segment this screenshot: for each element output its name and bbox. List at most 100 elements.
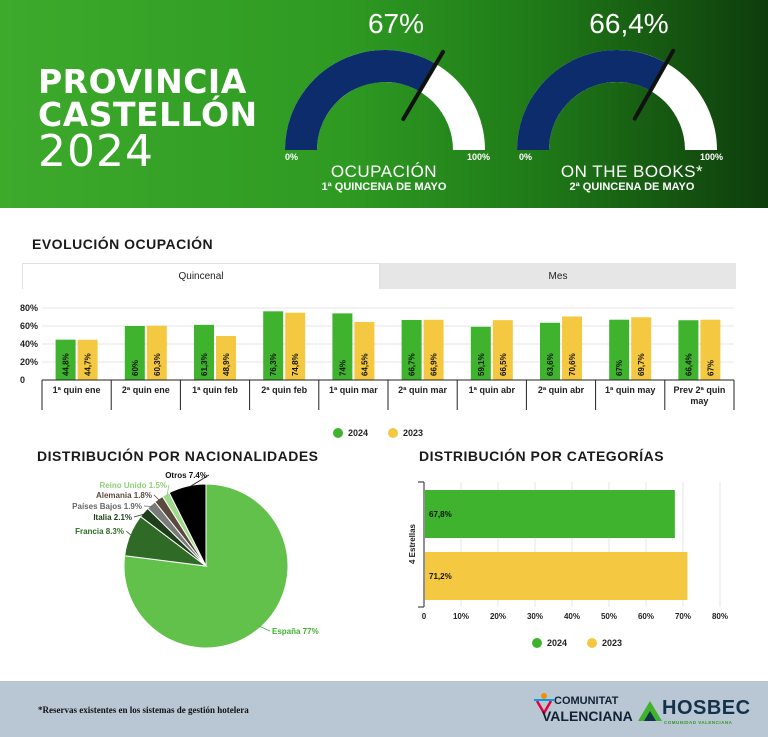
gauge2-subtitle: 2ª QUINCENA DE MAYO — [569, 181, 695, 193]
pie-leader-line — [153, 494, 161, 501]
pie-label: Países Bajos 1.9% — [72, 502, 142, 511]
hbar-label-2024: 67,8% — [429, 510, 452, 519]
x-tick-label: 40% — [564, 612, 580, 621]
gauge2-title: ON THE BOOKS* — [560, 162, 704, 181]
legend-2024-label: 2024 — [348, 428, 369, 438]
header-banner: PROVINCIA CASTELLÓN 2024 67% 0% 100% OCU… — [0, 0, 768, 208]
bar-2023 — [700, 319, 721, 380]
pie-leader-line — [166, 484, 170, 497]
cat-legend-2024-label: 2024 — [547, 638, 568, 648]
footer: *Reservas existentes en los sistemas de … — [0, 681, 768, 737]
gauge1-fill — [285, 50, 436, 150]
x-tick-label: 80% — [712, 612, 728, 621]
pie-label: Italia 2.1% — [93, 513, 132, 522]
pie-leader-line — [133, 513, 146, 518]
x-tick-label: 1ª quin may — [605, 385, 655, 395]
x-tick-label: 1ª quin feb — [192, 385, 238, 395]
gauge1-dial — [285, 49, 485, 150]
bar-label-2024: 66,4% — [684, 353, 693, 376]
gauge1-title: OCUPACIÓN — [330, 162, 438, 181]
gauge2-dial — [517, 48, 717, 151]
x-tick-label: 70% — [675, 612, 691, 621]
cv-logo-line2: VALENCIANA — [542, 708, 633, 724]
bar-2024 — [540, 322, 560, 380]
bar-2023 — [423, 319, 444, 380]
hbar-2024 — [425, 490, 675, 538]
bar-2024 — [332, 313, 353, 380]
bar-2024 — [678, 320, 699, 380]
bar-label-2023: 70,6% — [568, 353, 577, 376]
bar-label-2023: 60,3% — [153, 353, 162, 376]
bar-label-2023: 66,9% — [430, 353, 439, 376]
bar-label-2024: 59,1% — [477, 353, 486, 376]
bar-2024 — [609, 319, 630, 380]
bar-label-2024: 74% — [338, 360, 347, 376]
title-line1: PROVINCIA — [38, 62, 247, 101]
pie-label: Reino Unido 1.5% — [99, 481, 167, 490]
bar-label-2024: 66,7% — [408, 353, 417, 376]
bar-2023 — [354, 321, 375, 380]
gauge2-needle — [632, 48, 676, 121]
bar-label-2023: 69,7% — [637, 353, 646, 376]
pie-label: Alemania 1.8% — [96, 491, 152, 500]
evolucion-title: EVOLUCIÓN OCUPACIÓN — [32, 236, 214, 252]
x-tick-label: 10% — [453, 612, 469, 621]
gauge1-max: 100% — [467, 152, 491, 162]
bar-label-2024: 61,3% — [200, 353, 209, 376]
tab-mes[interactable]: Mes — [380, 263, 736, 289]
x-tick-label: 1ª quin ene — [53, 385, 101, 395]
bar-2024 — [401, 319, 422, 380]
y-tick-label: 80% — [20, 303, 38, 313]
hbar-2023 — [425, 552, 688, 600]
x-tick-label: 30% — [527, 612, 543, 621]
evolucion-legend: 2024 2023 — [333, 428, 443, 438]
bar-label-2023: 48,9% — [222, 353, 231, 376]
hosbec-logo: HOSBEC COMUNIDAD VALENCIANA — [636, 695, 750, 729]
x-tick-label: 2ª quin mar — [398, 385, 447, 395]
bar-label-2023: 66,5% — [499, 353, 508, 376]
bar-label-2024: 60% — [131, 360, 140, 376]
gauge1-value: 67% — [367, 8, 425, 39]
x-tick-label: 0 — [422, 612, 427, 621]
pie-slice — [168, 483, 207, 567]
bar-2023 — [77, 339, 98, 380]
bar-2023 — [492, 320, 513, 380]
x-tick-label: 20% — [490, 612, 506, 621]
cv-logo-icon — [534, 693, 554, 715]
comunitat-valenciana-logo: COMUNITAT VALENCIANA — [534, 691, 634, 731]
cat-legend-2024-swatch — [532, 638, 542, 648]
period-tabs: Quincenal Mes — [22, 263, 736, 289]
bar-2024 — [263, 311, 284, 380]
x-tick-label: may — [690, 396, 708, 406]
categorias-legend: 2024 2023 — [532, 638, 642, 648]
y-tick-label: 40% — [20, 339, 38, 349]
pie-label: Francia 8.3% — [75, 527, 124, 536]
hosbec-logo-name: HOSBEC — [662, 697, 751, 719]
x-tick-label: 2ª quin ene — [122, 385, 170, 395]
y-tick-label: 60% — [20, 321, 38, 331]
hosbec-logo-sub: COMUNIDAD VALENCIANA — [664, 720, 733, 725]
bar-2023 — [562, 316, 582, 380]
bar-2023 — [631, 317, 652, 380]
bar-2023 — [216, 335, 236, 380]
x-tick-label: 2ª quin abr — [538, 385, 585, 395]
evolucion-bar-chart: 0 20% 40% 60% 80% 44,8% 44,7% 1ª quin ene 60% 60,… — [20, 303, 735, 410]
nacionalidades-title: DISTRIBUCIÓN POR NACIONALIDADES — [37, 448, 319, 464]
y-tick-label: 0 — [20, 375, 25, 385]
gauge2-value: 66,4% — [589, 8, 669, 39]
legend-2023-label: 2023 — [403, 428, 424, 438]
legend-2024-swatch — [333, 428, 343, 438]
x-tick-label: 1ª quin mar — [329, 385, 378, 395]
gauge2-fill — [517, 49, 667, 151]
y-tick-label: 20% — [20, 357, 38, 367]
pie-leader-line — [187, 474, 210, 489]
y-category-label: 4 Estrellas — [408, 523, 417, 564]
tab-quincenal[interactable]: Quincenal — [22, 263, 380, 289]
bar-2024 — [470, 326, 491, 380]
bar-label-2024: 44,8% — [62, 353, 71, 376]
bar-label-2023: 44,7% — [84, 353, 93, 376]
x-tick-label: 50% — [601, 612, 617, 621]
pie-leader-line — [258, 625, 271, 632]
x-tick-label: 60% — [638, 612, 654, 621]
bar-label-2024: 76,3% — [269, 353, 278, 376]
